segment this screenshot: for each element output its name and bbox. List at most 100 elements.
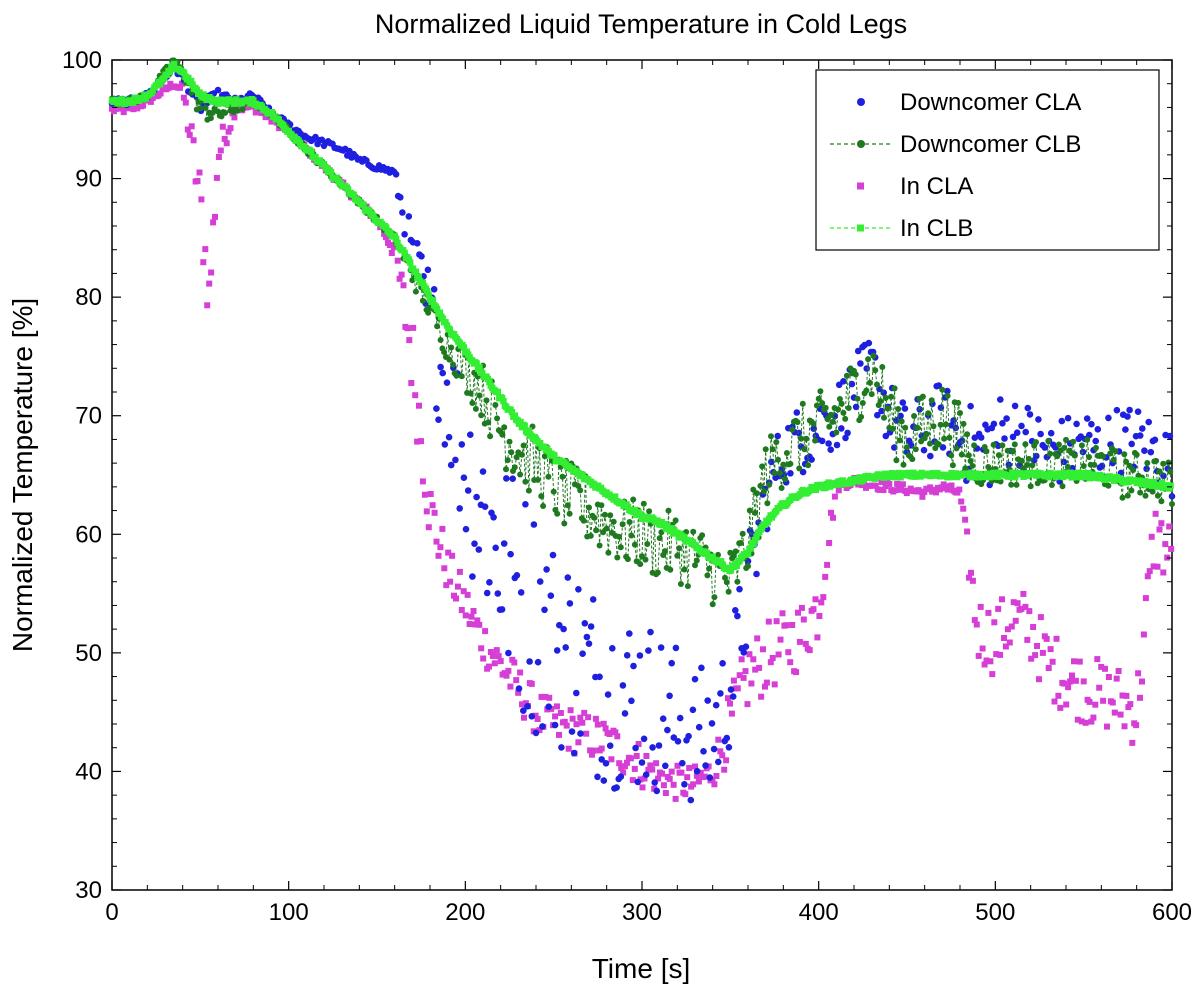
- data-point: [1113, 675, 1120, 682]
- data-point: [666, 692, 673, 700]
- data-point: [596, 542, 603, 549]
- x-tick-label: 300: [622, 899, 662, 926]
- data-point: [768, 458, 775, 466]
- data-point: [616, 760, 623, 767]
- data-point: [312, 153, 319, 161]
- data-point: [836, 481, 844, 488]
- data-point: [956, 486, 963, 493]
- data-point: [776, 470, 783, 476]
- data-point: [715, 551, 721, 558]
- data-point: [460, 588, 467, 595]
- data-point: [439, 369, 447, 377]
- data-point: [1001, 635, 1007, 641]
- data-point: [547, 592, 555, 599]
- y-tick-label: 50: [75, 640, 102, 667]
- data-point: [709, 601, 716, 608]
- data-point: [863, 365, 870, 372]
- data-point: [520, 707, 527, 714]
- data-point: [882, 394, 889, 401]
- data-point: [993, 651, 1000, 658]
- data-point: [560, 625, 567, 633]
- data-point: [1029, 462, 1036, 469]
- data-point: [546, 694, 553, 701]
- data-point: [896, 482, 903, 489]
- data-point: [756, 664, 763, 671]
- data-point: [506, 438, 513, 445]
- data-point: [1110, 456, 1117, 463]
- y-tick-label: 30: [75, 877, 102, 904]
- data-point: [494, 415, 501, 422]
- data-point: [742, 668, 749, 675]
- data-point: [684, 774, 691, 781]
- data-point: [826, 540, 833, 546]
- data-point: [1049, 658, 1056, 665]
- data-point: [629, 777, 636, 784]
- data-point: [522, 501, 529, 508]
- data-point: [443, 379, 451, 387]
- data-point: [964, 528, 971, 535]
- data-point: [606, 731, 613, 737]
- data-point: [425, 291, 432, 298]
- data-point: [1146, 568, 1153, 575]
- data-point: [557, 710, 564, 716]
- data-point: [997, 396, 1004, 403]
- data-point: [1009, 433, 1017, 441]
- data-point: [659, 715, 667, 722]
- data-point: [968, 469, 975, 476]
- data-point: [822, 404, 829, 411]
- data-point: [655, 775, 662, 782]
- data-point: [713, 773, 720, 779]
- data-point: [472, 405, 479, 412]
- data-point: [1034, 643, 1040, 649]
- data-point: [935, 382, 943, 389]
- x-tick-label: 400: [799, 899, 839, 926]
- data-point: [634, 778, 642, 786]
- data-point: [997, 651, 1004, 658]
- data-point: [499, 431, 506, 438]
- data-point: [667, 566, 674, 573]
- data-point: [564, 574, 572, 581]
- data-point: [186, 131, 193, 138]
- data-point: [1078, 442, 1085, 449]
- data-point: [1117, 711, 1124, 718]
- data-point: [967, 458, 974, 464]
- data-point: [921, 489, 928, 496]
- data-point: [1079, 448, 1087, 456]
- data-point: [633, 753, 640, 759]
- data-point: [1032, 652, 1039, 659]
- data-point: [1091, 461, 1098, 468]
- data-point: [130, 99, 137, 106]
- data-point: [156, 81, 164, 88]
- data-point: [662, 548, 668, 555]
- data-point: [589, 596, 597, 603]
- data-point: [723, 579, 730, 586]
- data-point: [727, 700, 733, 707]
- data-point: [470, 608, 477, 614]
- data-point: [1039, 649, 1046, 656]
- legend-marker: [857, 140, 865, 148]
- data-point: [637, 511, 644, 518]
- data-point: [1134, 408, 1142, 416]
- data-point: [757, 482, 764, 489]
- data-point: [1092, 701, 1099, 708]
- data-point: [917, 488, 924, 495]
- data-point: [753, 490, 760, 497]
- data-point: [446, 356, 453, 363]
- data-point: [548, 705, 555, 712]
- data-point: [991, 619, 998, 626]
- data-point: [715, 736, 722, 743]
- data-point: [511, 412, 518, 419]
- data-point: [960, 505, 967, 512]
- data-point: [624, 759, 630, 766]
- data-point: [854, 347, 862, 355]
- data-point: [891, 474, 899, 481]
- data-point: [1092, 437, 1099, 445]
- data-point: [893, 457, 900, 464]
- data-point: [180, 94, 187, 101]
- data-point: [551, 721, 559, 729]
- data-point: [467, 390, 474, 397]
- data-point: [899, 399, 907, 406]
- data-point: [1083, 415, 1091, 422]
- data-point: [902, 424, 909, 431]
- data-point: [1010, 599, 1017, 606]
